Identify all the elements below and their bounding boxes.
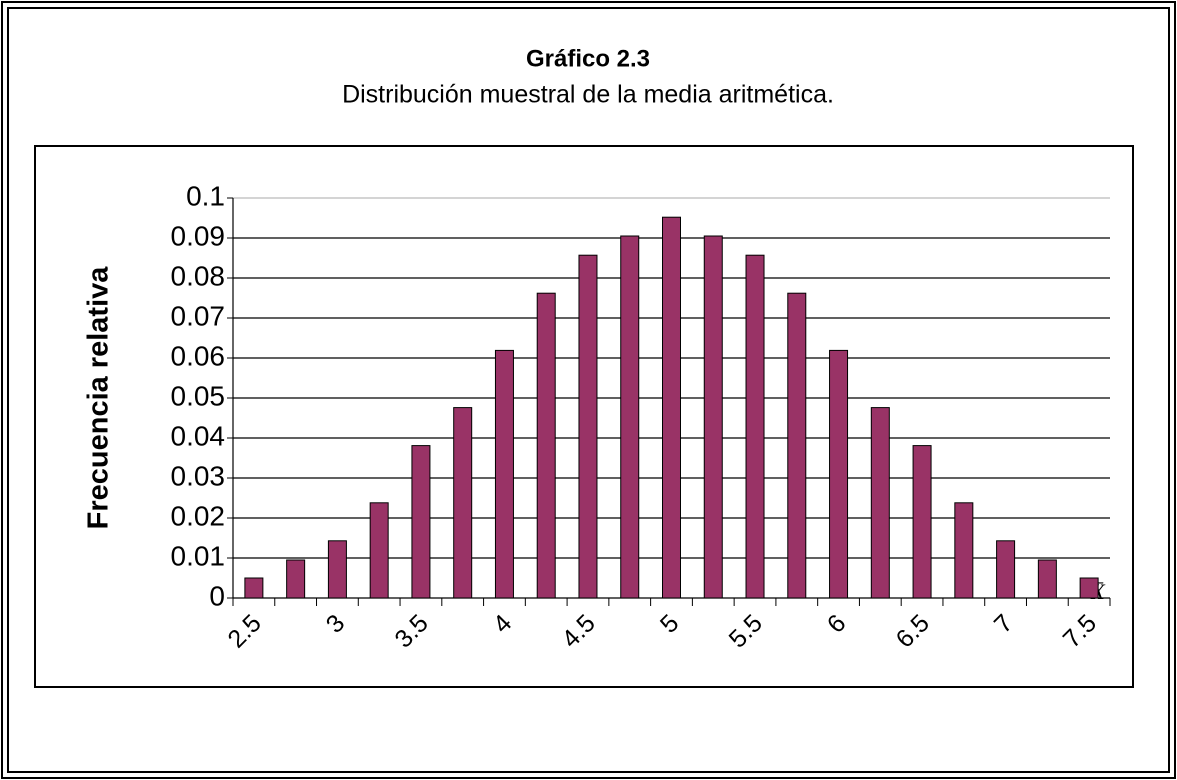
y-tick-label: 0.08 bbox=[171, 260, 226, 291]
bar bbox=[662, 216, 681, 599]
bar bbox=[578, 254, 598, 599]
chart-title: Gráfico 2.3 bbox=[526, 45, 650, 72]
bar bbox=[369, 502, 389, 599]
x-tick-label: 5.5 bbox=[724, 609, 768, 653]
bar bbox=[1079, 577, 1099, 599]
bar bbox=[745, 254, 765, 599]
x-tick-label: 7.5 bbox=[1058, 609, 1102, 653]
inner-frame bbox=[7, 7, 1170, 773]
x-tick-label: 3 bbox=[321, 609, 351, 639]
bar bbox=[327, 540, 347, 599]
y-tick-label: 0.05 bbox=[171, 380, 226, 411]
bar bbox=[954, 502, 974, 599]
x-tick-label: 4 bbox=[488, 609, 518, 639]
x-tick-label: 5 bbox=[655, 609, 685, 639]
bar bbox=[411, 445, 431, 599]
bar bbox=[703, 235, 723, 599]
chart-box bbox=[34, 145, 1134, 688]
bar bbox=[244, 577, 264, 599]
y-tick-label: 0 bbox=[209, 580, 225, 611]
y-tick-label: 0.02 bbox=[171, 500, 226, 531]
bar bbox=[912, 445, 932, 599]
y-tick-label: 0.09 bbox=[171, 220, 226, 251]
bar bbox=[494, 349, 514, 599]
y-tick-label: 0.04 bbox=[171, 420, 226, 451]
bar bbox=[870, 407, 890, 599]
y-axis-label: Frecuencia relativa bbox=[83, 266, 115, 530]
bar bbox=[536, 292, 556, 599]
x-tick-label: 3.5 bbox=[389, 609, 433, 653]
x-tick-label: 4.5 bbox=[557, 609, 601, 653]
bar bbox=[829, 349, 849, 599]
bar bbox=[996, 540, 1016, 599]
bar bbox=[620, 235, 640, 599]
y-tick-label: 0.1 bbox=[186, 180, 225, 211]
x-tick-label: 7 bbox=[989, 609, 1019, 639]
y-tick-label: 0.01 bbox=[171, 540, 226, 571]
y-tick-label: 0.07 bbox=[171, 300, 226, 331]
x-tick-label: 2.5 bbox=[222, 609, 266, 653]
chart-subtitle: Distribución muestral de la media aritmé… bbox=[342, 81, 834, 109]
x-tick-label: 6.5 bbox=[891, 609, 935, 653]
bar bbox=[787, 292, 807, 599]
bar bbox=[1037, 559, 1057, 599]
y-tick-label: 0.03 bbox=[171, 460, 226, 491]
x-tick-label: 6 bbox=[822, 609, 852, 639]
y-tick-label: 0.06 bbox=[171, 340, 226, 371]
bar bbox=[286, 559, 306, 599]
bar bbox=[453, 407, 473, 599]
